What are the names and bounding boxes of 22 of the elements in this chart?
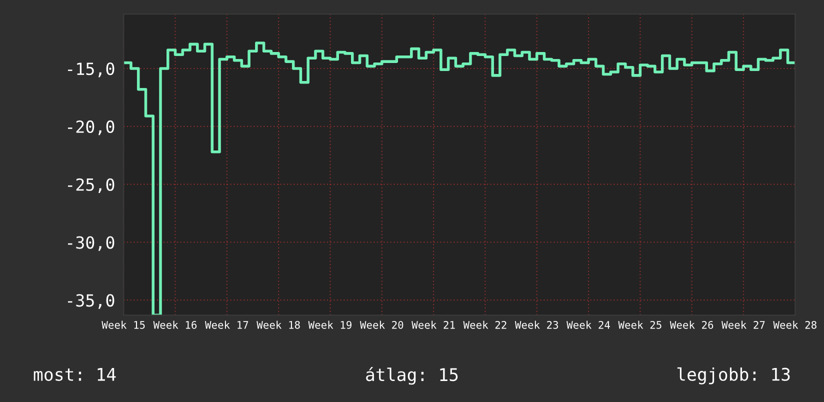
text: átlag: 15 [366, 367, 458, 385]
text: legjobb: 13 [677, 367, 790, 384]
x-tick-label: Week 23 [514, 320, 558, 329]
x-tick-label: Week 22 [463, 320, 506, 329]
x-tick-label: Week 24 [566, 320, 610, 329]
x-tick-label: Week 18 [256, 320, 300, 329]
y-tick-label: -15,0 [68, 62, 114, 78]
x-tick-label: Week 16 [153, 320, 197, 329]
x-tick-label: Week 20 [360, 320, 404, 329]
x-tick-label: Week 28 [773, 320, 816, 329]
x-tick-label: Week 21 [412, 320, 455, 329]
x-tick-label: Week 26 [670, 320, 714, 329]
x-tick-label: Week 25 [618, 320, 662, 329]
y-tick-label: -20,0 [68, 120, 114, 136]
y-tick-label: -25,0 [68, 178, 114, 194]
y-tick-label: -30,0 [68, 236, 114, 251]
x-tick-label: Week 27 [722, 320, 765, 329]
text: most: 14 [34, 368, 116, 381]
x-tick-label: Week 19 [308, 320, 352, 329]
x-tick-label: Week 17 [204, 320, 248, 329]
y-tick-label: -35,0 [68, 294, 114, 309]
x-tick-label: Week 15 [102, 320, 145, 329]
